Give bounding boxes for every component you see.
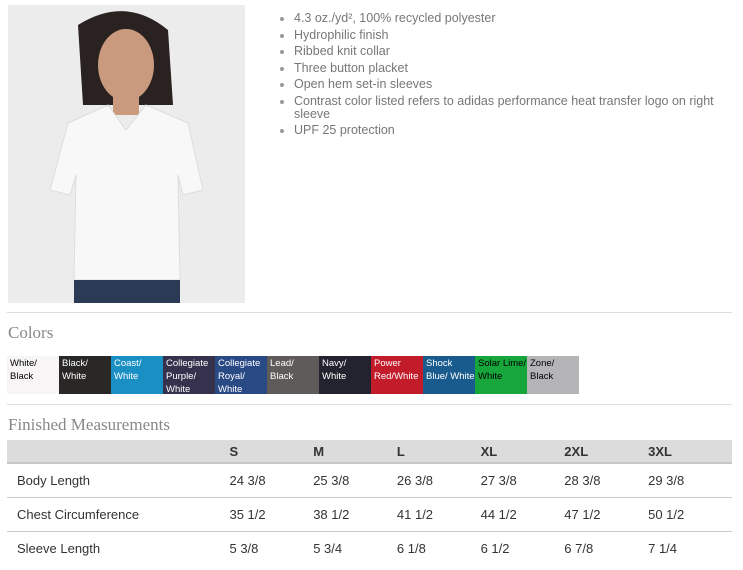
size-header: 3XL <box>648 440 732 464</box>
table-row: Body Length 24 3/8 25 3/8 26 3/8 27 3/8 28 3/… <box>7 463 732 498</box>
measurement-cell: 38 1/2 <box>313 497 397 532</box>
divider <box>7 404 732 405</box>
measurement-cell: 5 3/8 <box>229 541 259 556</box>
color-swatch[interactable]: Shock Blue/ White <box>423 356 475 394</box>
measurement-cell: 6 1/8 <box>396 541 426 556</box>
feature-item: Three button placket <box>294 61 714 75</box>
feature-item: Hydrophilic finish <box>294 28 714 42</box>
measurement-cell: 25 3/8 <box>313 463 397 498</box>
measurement-cell: 27 3/8 <box>480 463 565 498</box>
feature-item: Contrast color listed refers to adidas p… <box>294 94 714 121</box>
measurement-cell: 7 1/4 <box>648 541 678 556</box>
feature-item: Ribbed knit collar <box>294 45 714 58</box>
feature-item: UPF 25 protection <box>294 124 714 137</box>
measurement-cell: 6 1/2 <box>480 541 510 556</box>
measurement-cell: 50 1/2 <box>648 497 732 532</box>
divider <box>7 312 732 313</box>
color-swatch[interactable]: Black/ White <box>59 356 111 394</box>
header-blank <box>7 440 230 464</box>
color-swatch[interactable]: Power Red/White <box>371 356 423 394</box>
measurement-cell: 26 3/8 <box>396 463 481 498</box>
size-header: S <box>229 440 314 464</box>
measurement-cell: 6 7/8 <box>564 541 594 556</box>
row-label: Chest Circumference <box>7 497 230 532</box>
feature-item: 4.3 oz./yd², 100% recycled polyester <box>294 12 714 25</box>
size-header: M <box>313 440 397 464</box>
measurements-table: S M L XL 2XL 3XL Body Length 24 3/8 25 3/8 26 3/… <box>7 440 732 565</box>
color-swatch[interactable]: Navy/ White <box>319 356 371 394</box>
table-row: Chest Circumference 35 1/2 38 1/2 41 1/2 44 … <box>7 497 732 532</box>
color-swatch[interactable]: Solar Lime/ White <box>475 356 527 394</box>
measurement-cell: 41 1/2 <box>396 497 481 532</box>
color-swatch[interactable]: Coast/ White <box>111 356 163 394</box>
color-swatches: White/ Black Black/ White Coast/ White Coll… <box>7 356 579 395</box>
size-header: 2XL <box>564 440 649 464</box>
color-swatch[interactable]: Collegiate Purple/ White <box>163 356 215 395</box>
measurements-title: Finished Measurements <box>8 415 170 434</box>
color-swatch[interactable]: Lead/ Black <box>267 356 319 394</box>
color-swatch[interactable]: Collegiate Royal/ White <box>215 356 267 395</box>
color-swatch[interactable]: White/ Black <box>7 356 59 394</box>
measurement-cell: 47 1/2 <box>564 497 649 532</box>
measurement-cell: 35 1/2 <box>229 497 314 532</box>
feature-item: Open hem set-in sleeves <box>294 78 714 91</box>
row-label: Sleeve Length <box>17 541 101 556</box>
measurement-cell: 44 1/2 <box>480 497 565 532</box>
color-swatch[interactable]: Zone/ Black <box>527 356 579 394</box>
measurement-cell: 24 3/8 <box>229 463 314 498</box>
colors-title: Colors <box>8 323 54 342</box>
product-image <box>8 5 245 303</box>
row-label: Body Length <box>7 463 230 498</box>
size-header: L <box>396 440 481 464</box>
measurement-cell: 5 3/4 <box>313 541 343 556</box>
size-header: XL <box>480 440 565 464</box>
measurement-cell: 29 3/8 <box>648 463 732 498</box>
feature-list: 4.3 oz./yd², 100% recycled polyester Hydr… <box>276 12 714 141</box>
measurement-cell: 28 3/8 <box>564 463 649 498</box>
table-row: Sleeve Length 5 3/8 5 3/4 6 1/8 6 1/2 6 7/8 7 … <box>7 532 732 566</box>
